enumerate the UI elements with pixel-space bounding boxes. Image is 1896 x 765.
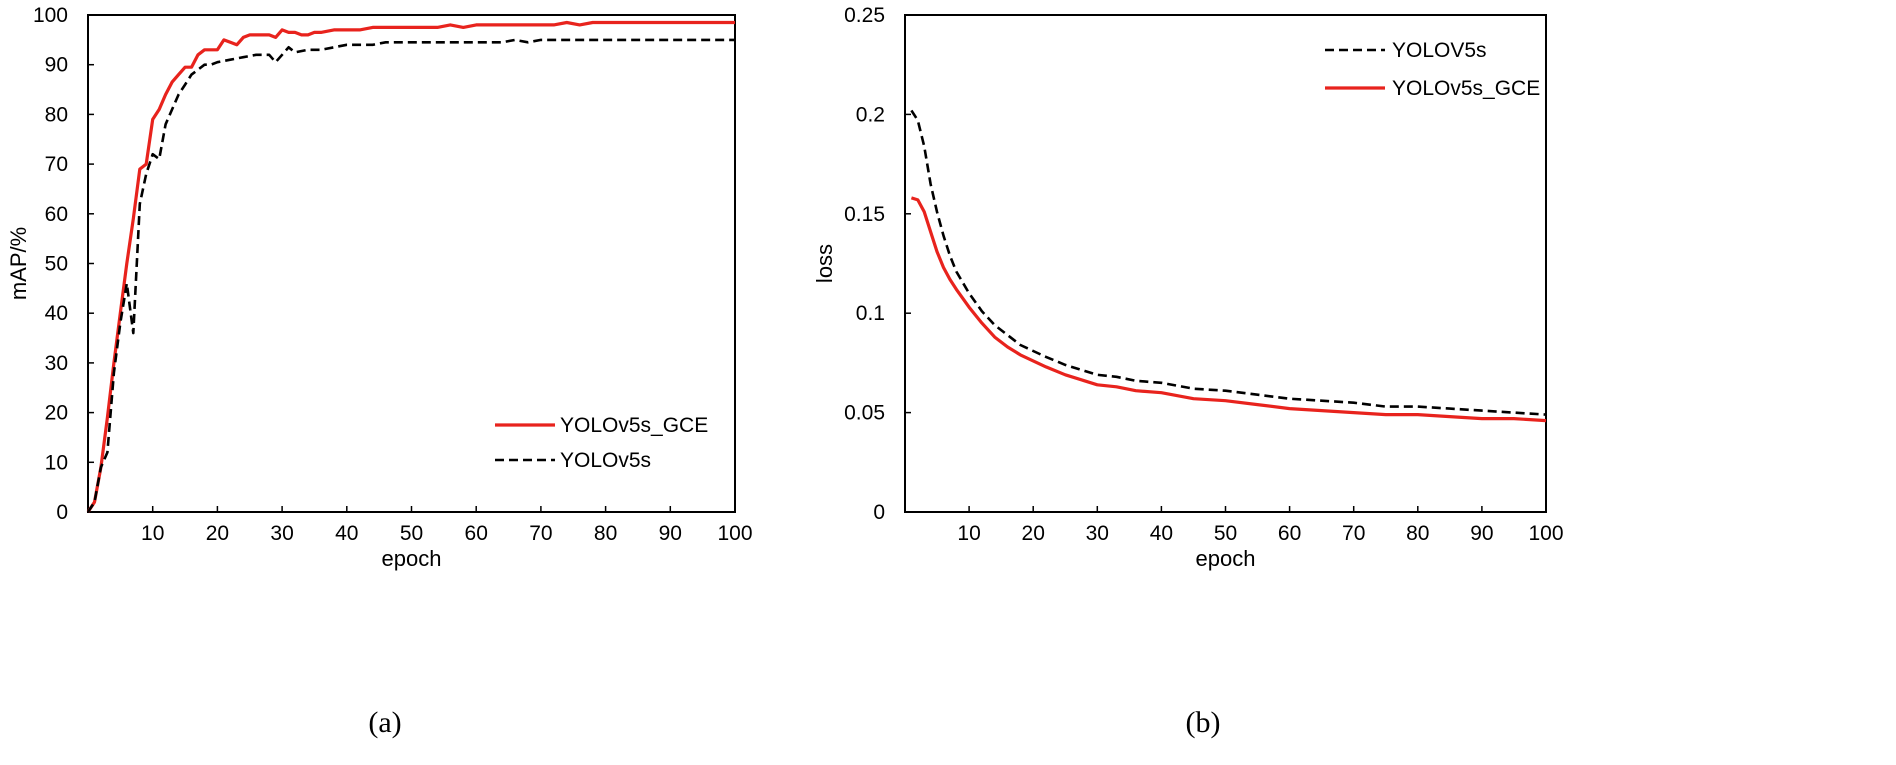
legend-label: YOLOV5s (1392, 39, 1487, 62)
x-tick-label: 60 (465, 522, 488, 545)
y-tick-label: 0 (56, 501, 68, 524)
x-tick-label: 20 (206, 522, 229, 545)
series-line-yolov5s (86, 38, 735, 513)
x-tick-label: 40 (335, 522, 358, 545)
x-axis-title: epoch (382, 546, 442, 571)
x-tick-label: 80 (1406, 522, 1429, 545)
y-tick-label: 70 (45, 153, 68, 176)
x-tick-label: 30 (1086, 522, 1109, 545)
x-tick-label: 100 (717, 522, 752, 545)
y-tick-label: 80 (45, 103, 68, 126)
y-tick-label: 30 (45, 352, 68, 375)
y-axis-title: mAP/% (6, 227, 31, 300)
x-tick-label: 60 (1278, 522, 1301, 545)
y-tick-label: 0.1 (856, 302, 885, 325)
legend-label: YOLOv5s_GCE (1392, 77, 1540, 100)
series-line-yolov5s-gce (910, 196, 1547, 423)
x-tick-label: 90 (1470, 522, 1493, 545)
y-axis-title: loss (812, 244, 837, 283)
x-tick-label: 90 (659, 522, 682, 545)
y-tick-label: 0 (873, 501, 885, 524)
y-tick-label: 0.15 (844, 203, 885, 226)
y-tick-label: 0.05 (844, 402, 885, 425)
x-tick-label: 80 (594, 522, 617, 545)
legend-label: YOLOv5s (560, 449, 651, 472)
x-tick-label: 50 (1214, 522, 1237, 545)
y-tick-label: 10 (45, 451, 68, 474)
plot-frame-a (87, 14, 736, 513)
legend-label: YOLOv5s_GCE (560, 414, 708, 437)
x-tick-label: 100 (1528, 522, 1563, 545)
y-tick-label: 60 (45, 203, 68, 226)
x-tick-label: 10 (141, 522, 164, 545)
x-tick-label: 40 (1150, 522, 1173, 545)
panel-caption: (a) (368, 706, 401, 739)
panel-caption: (b) (1186, 706, 1221, 739)
y-tick-label: 100 (33, 4, 68, 27)
x-tick-label: 30 (270, 522, 293, 545)
series-line-yolov5s (910, 109, 1547, 416)
y-tick-label: 90 (45, 54, 68, 77)
y-tick-label: 0.25 (844, 4, 885, 27)
x-tick-label: 70 (1342, 522, 1365, 545)
x-tick-label: 70 (529, 522, 552, 545)
x-tick-label: 50 (400, 522, 423, 545)
x-tick-label: 10 (957, 522, 980, 545)
y-tick-label: 50 (45, 253, 68, 276)
y-tick-label: 0.2 (856, 103, 885, 126)
y-tick-label: 20 (45, 402, 68, 425)
series-line-yolov5s-gce (86, 20, 735, 513)
x-tick-label: 20 (1022, 522, 1045, 545)
y-tick-label: 40 (45, 302, 68, 325)
x-axis-title: epoch (1196, 546, 1256, 571)
